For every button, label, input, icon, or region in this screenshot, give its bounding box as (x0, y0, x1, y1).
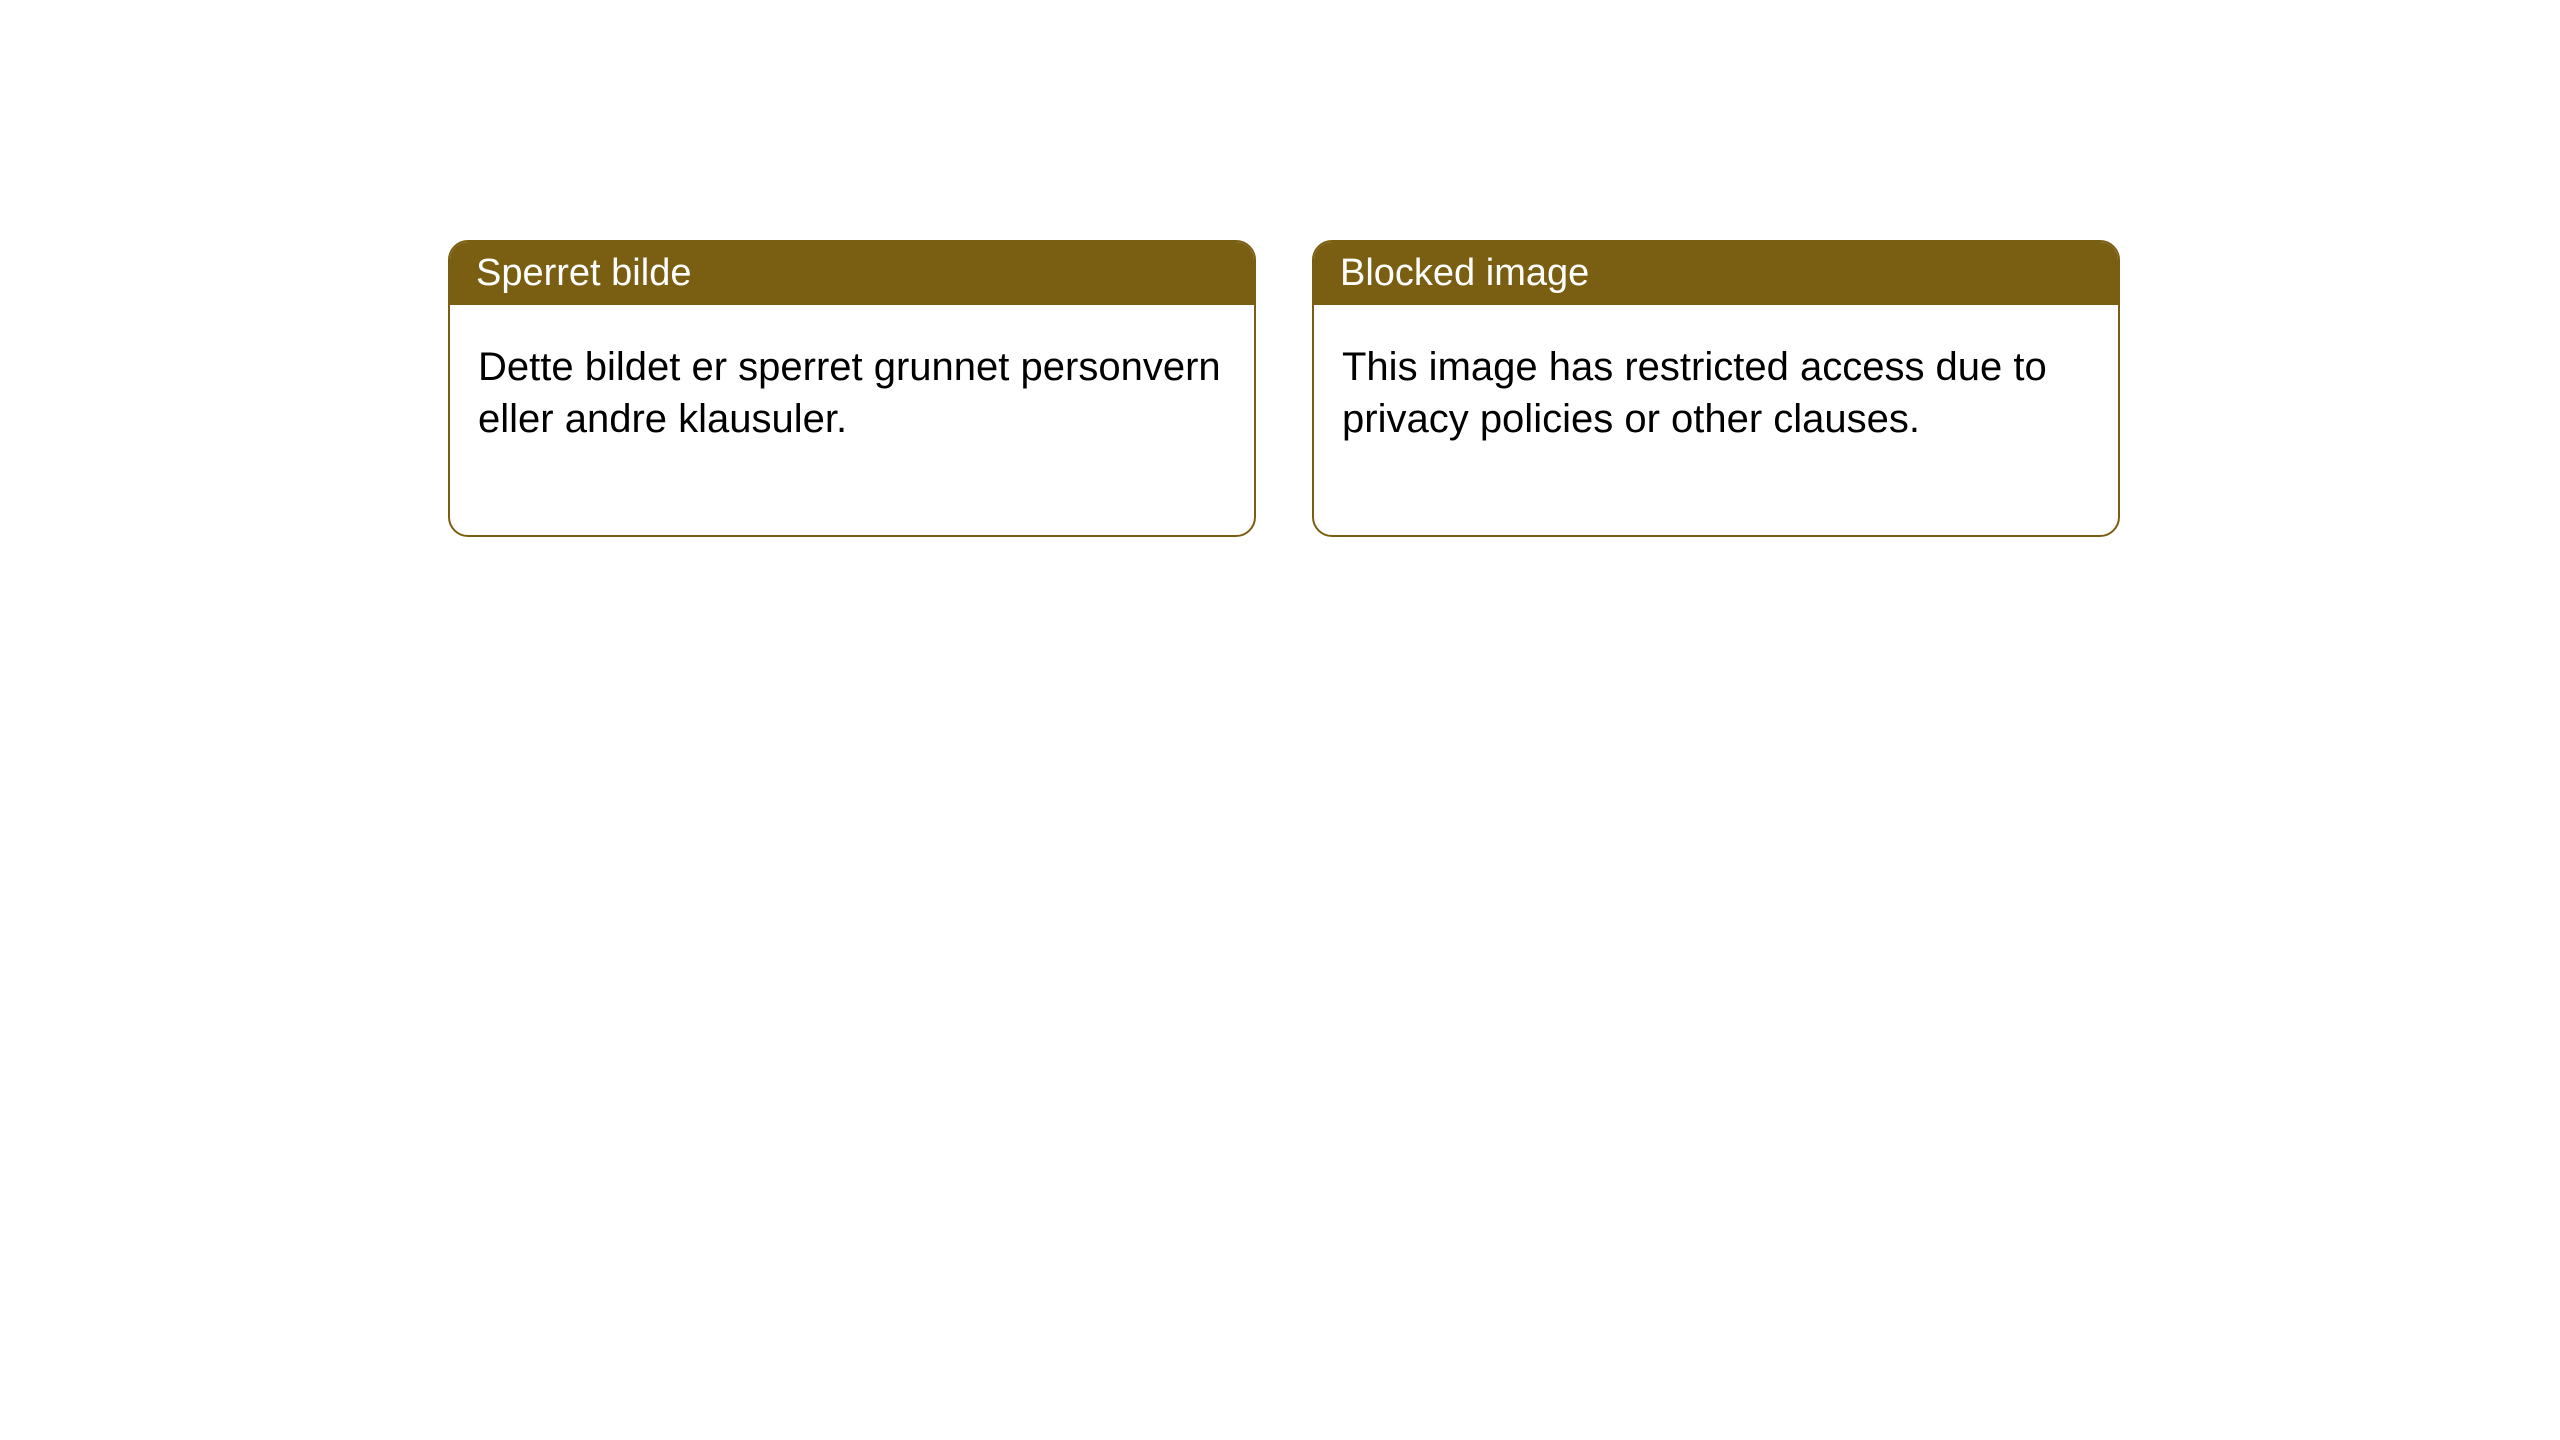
card-body-english: This image has restricted access due to … (1314, 305, 2118, 535)
card-title-norwegian: Sperret bilde (476, 252, 691, 294)
cards-container: Sperret bilde Dette bildet er sperret gr… (448, 240, 2560, 537)
card-norwegian: Sperret bilde Dette bildet er sperret gr… (448, 240, 1256, 537)
card-header-norwegian: Sperret bilde (450, 242, 1254, 305)
card-body-text-norwegian: Dette bildet er sperret grunnet personve… (478, 345, 1221, 441)
card-english: Blocked image This image has restricted … (1312, 240, 2120, 537)
card-body-text-english: This image has restricted access due to … (1342, 345, 2047, 441)
card-title-english: Blocked image (1340, 252, 1589, 294)
card-body-norwegian: Dette bildet er sperret grunnet personve… (450, 305, 1254, 535)
card-header-english: Blocked image (1314, 242, 2118, 305)
